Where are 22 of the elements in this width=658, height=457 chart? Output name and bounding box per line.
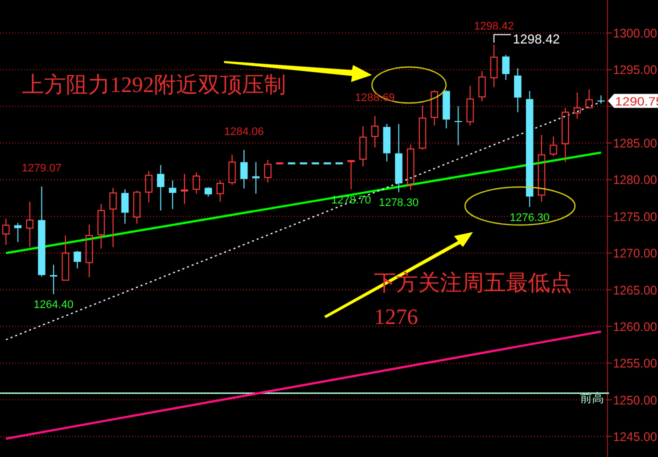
y-tick-label: 1265.00 (613, 283, 658, 298)
label: 1276.30 (510, 212, 550, 224)
y-tick-label: 1295.00 (613, 63, 658, 78)
y-tick-label: 1280.00 (613, 173, 658, 188)
y-tick-label: 1250.00 (613, 393, 658, 408)
y-tick-label: 1275.00 (613, 210, 658, 224)
label: 1278.70 (331, 194, 371, 206)
y-tick-label: 1270.00 (613, 246, 658, 261)
y-tick-label: 1245.00 (613, 430, 658, 444)
y-tick-label: 1285.00 (613, 136, 658, 151)
y-tick-label: 1255.00 (613, 356, 658, 371)
label: 1290.75 (608, 94, 658, 108)
label: 1284.06 (224, 126, 264, 138)
label: 1278.30 (378, 197, 419, 210)
label: 1264.40 (34, 299, 74, 312)
label: 1298.42 (474, 20, 514, 33)
note: 上方阻力1292附近双顶压制 (22, 72, 286, 97)
label: 1298.42 (493, 32, 560, 47)
annotation: 1298.42 (512, 32, 560, 47)
y-tick-label: 1260.00 (613, 320, 658, 334)
label: 1279.07 (22, 162, 62, 175)
y-tick-label: 1300.00 (613, 26, 658, 41)
